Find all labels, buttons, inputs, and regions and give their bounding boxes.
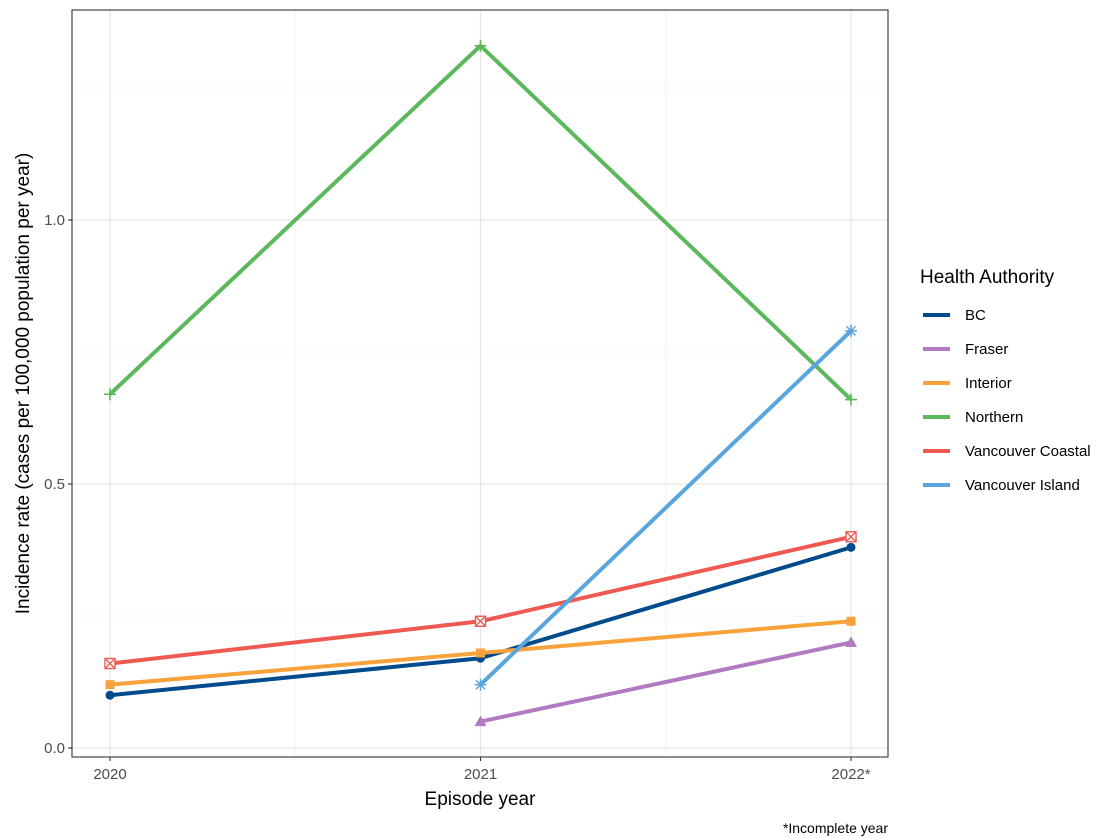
data-point-northern bbox=[104, 388, 116, 401]
legend: Health Authority BC Fraser Interior Norther… bbox=[920, 267, 1091, 494]
legend-label-interior: Interior bbox=[965, 375, 1012, 392]
series-fraser bbox=[474, 636, 857, 727]
data-point-vancouver-island bbox=[474, 678, 487, 691]
series-interior bbox=[105, 616, 856, 690]
legend-label-vancouver-coastal: Vancouver Coastal bbox=[965, 443, 1091, 460]
x-tick-label: 2022* bbox=[831, 766, 870, 783]
x-axis-title: Episode year bbox=[425, 789, 537, 810]
data-point-vancouver-coastal bbox=[474, 615, 487, 627]
legend-items: BC Fraser Interior Northern Vancouver Coasta… bbox=[923, 307, 1091, 494]
y-tick-label: 0.0 bbox=[44, 740, 65, 757]
legend-label-northern: Northern bbox=[965, 409, 1023, 426]
data-point-fraser bbox=[474, 715, 487, 727]
y-tick-label: 0.5 bbox=[44, 476, 65, 493]
series-vancouver-coastal bbox=[104, 531, 857, 670]
series-layer bbox=[104, 39, 857, 727]
data-point-bc bbox=[846, 542, 856, 552]
legend-item-vancouver-coastal: Vancouver Coastal bbox=[923, 443, 1091, 460]
data-point-interior bbox=[105, 680, 115, 690]
plot-panel bbox=[71, 9, 889, 758]
legend-item-interior: Interior bbox=[923, 375, 1012, 392]
data-point-vancouver-coastal bbox=[104, 657, 116, 670]
data-point-northern bbox=[845, 393, 857, 406]
x-tick-label: 2020 bbox=[93, 766, 126, 783]
y-axis: 0.0 0.5 1.0 bbox=[44, 212, 72, 757]
series-vancouver-island bbox=[474, 324, 857, 691]
y-tick-label: 1.0 bbox=[44, 212, 65, 229]
legend-item-fraser: Fraser bbox=[923, 341, 1008, 358]
legend-item-bc: BC bbox=[923, 307, 986, 324]
data-point-interior bbox=[476, 648, 485, 658]
data-point-vancouver-island bbox=[845, 324, 857, 337]
legend-title: Health Authority bbox=[920, 267, 1055, 288]
chart-caption: *Incomplete year bbox=[783, 820, 888, 836]
data-point-northern bbox=[474, 39, 487, 52]
series-line-vancouver-island bbox=[479, 329, 853, 687]
legend-label-vancouver-island: Vancouver Island bbox=[965, 477, 1080, 494]
legend-item-vancouver-island: Vancouver Island bbox=[923, 477, 1080, 494]
marker-square-cross bbox=[104, 658, 116, 670]
legend-label-bc: BC bbox=[965, 307, 986, 324]
series-northern bbox=[104, 39, 857, 406]
legend-item-northern: Northern bbox=[923, 409, 1023, 426]
x-tick-label: 2021 bbox=[464, 766, 497, 783]
data-point-bc bbox=[105, 690, 115, 700]
legend-label-fraser: Fraser bbox=[965, 341, 1008, 358]
marker-square-cross bbox=[845, 531, 857, 543]
data-point-vancouver-coastal bbox=[845, 531, 857, 543]
series-line-fraser bbox=[480, 640, 852, 724]
y-axis-title: Incidence rate (cases per 100,000 popula… bbox=[13, 153, 34, 615]
data-point-interior bbox=[846, 616, 856, 626]
x-axis: 2020 2021 2022* bbox=[93, 757, 871, 783]
data-point-fraser bbox=[845, 636, 857, 647]
marker-square-cross bbox=[475, 615, 486, 627]
major-gridlines bbox=[72, 10, 888, 757]
